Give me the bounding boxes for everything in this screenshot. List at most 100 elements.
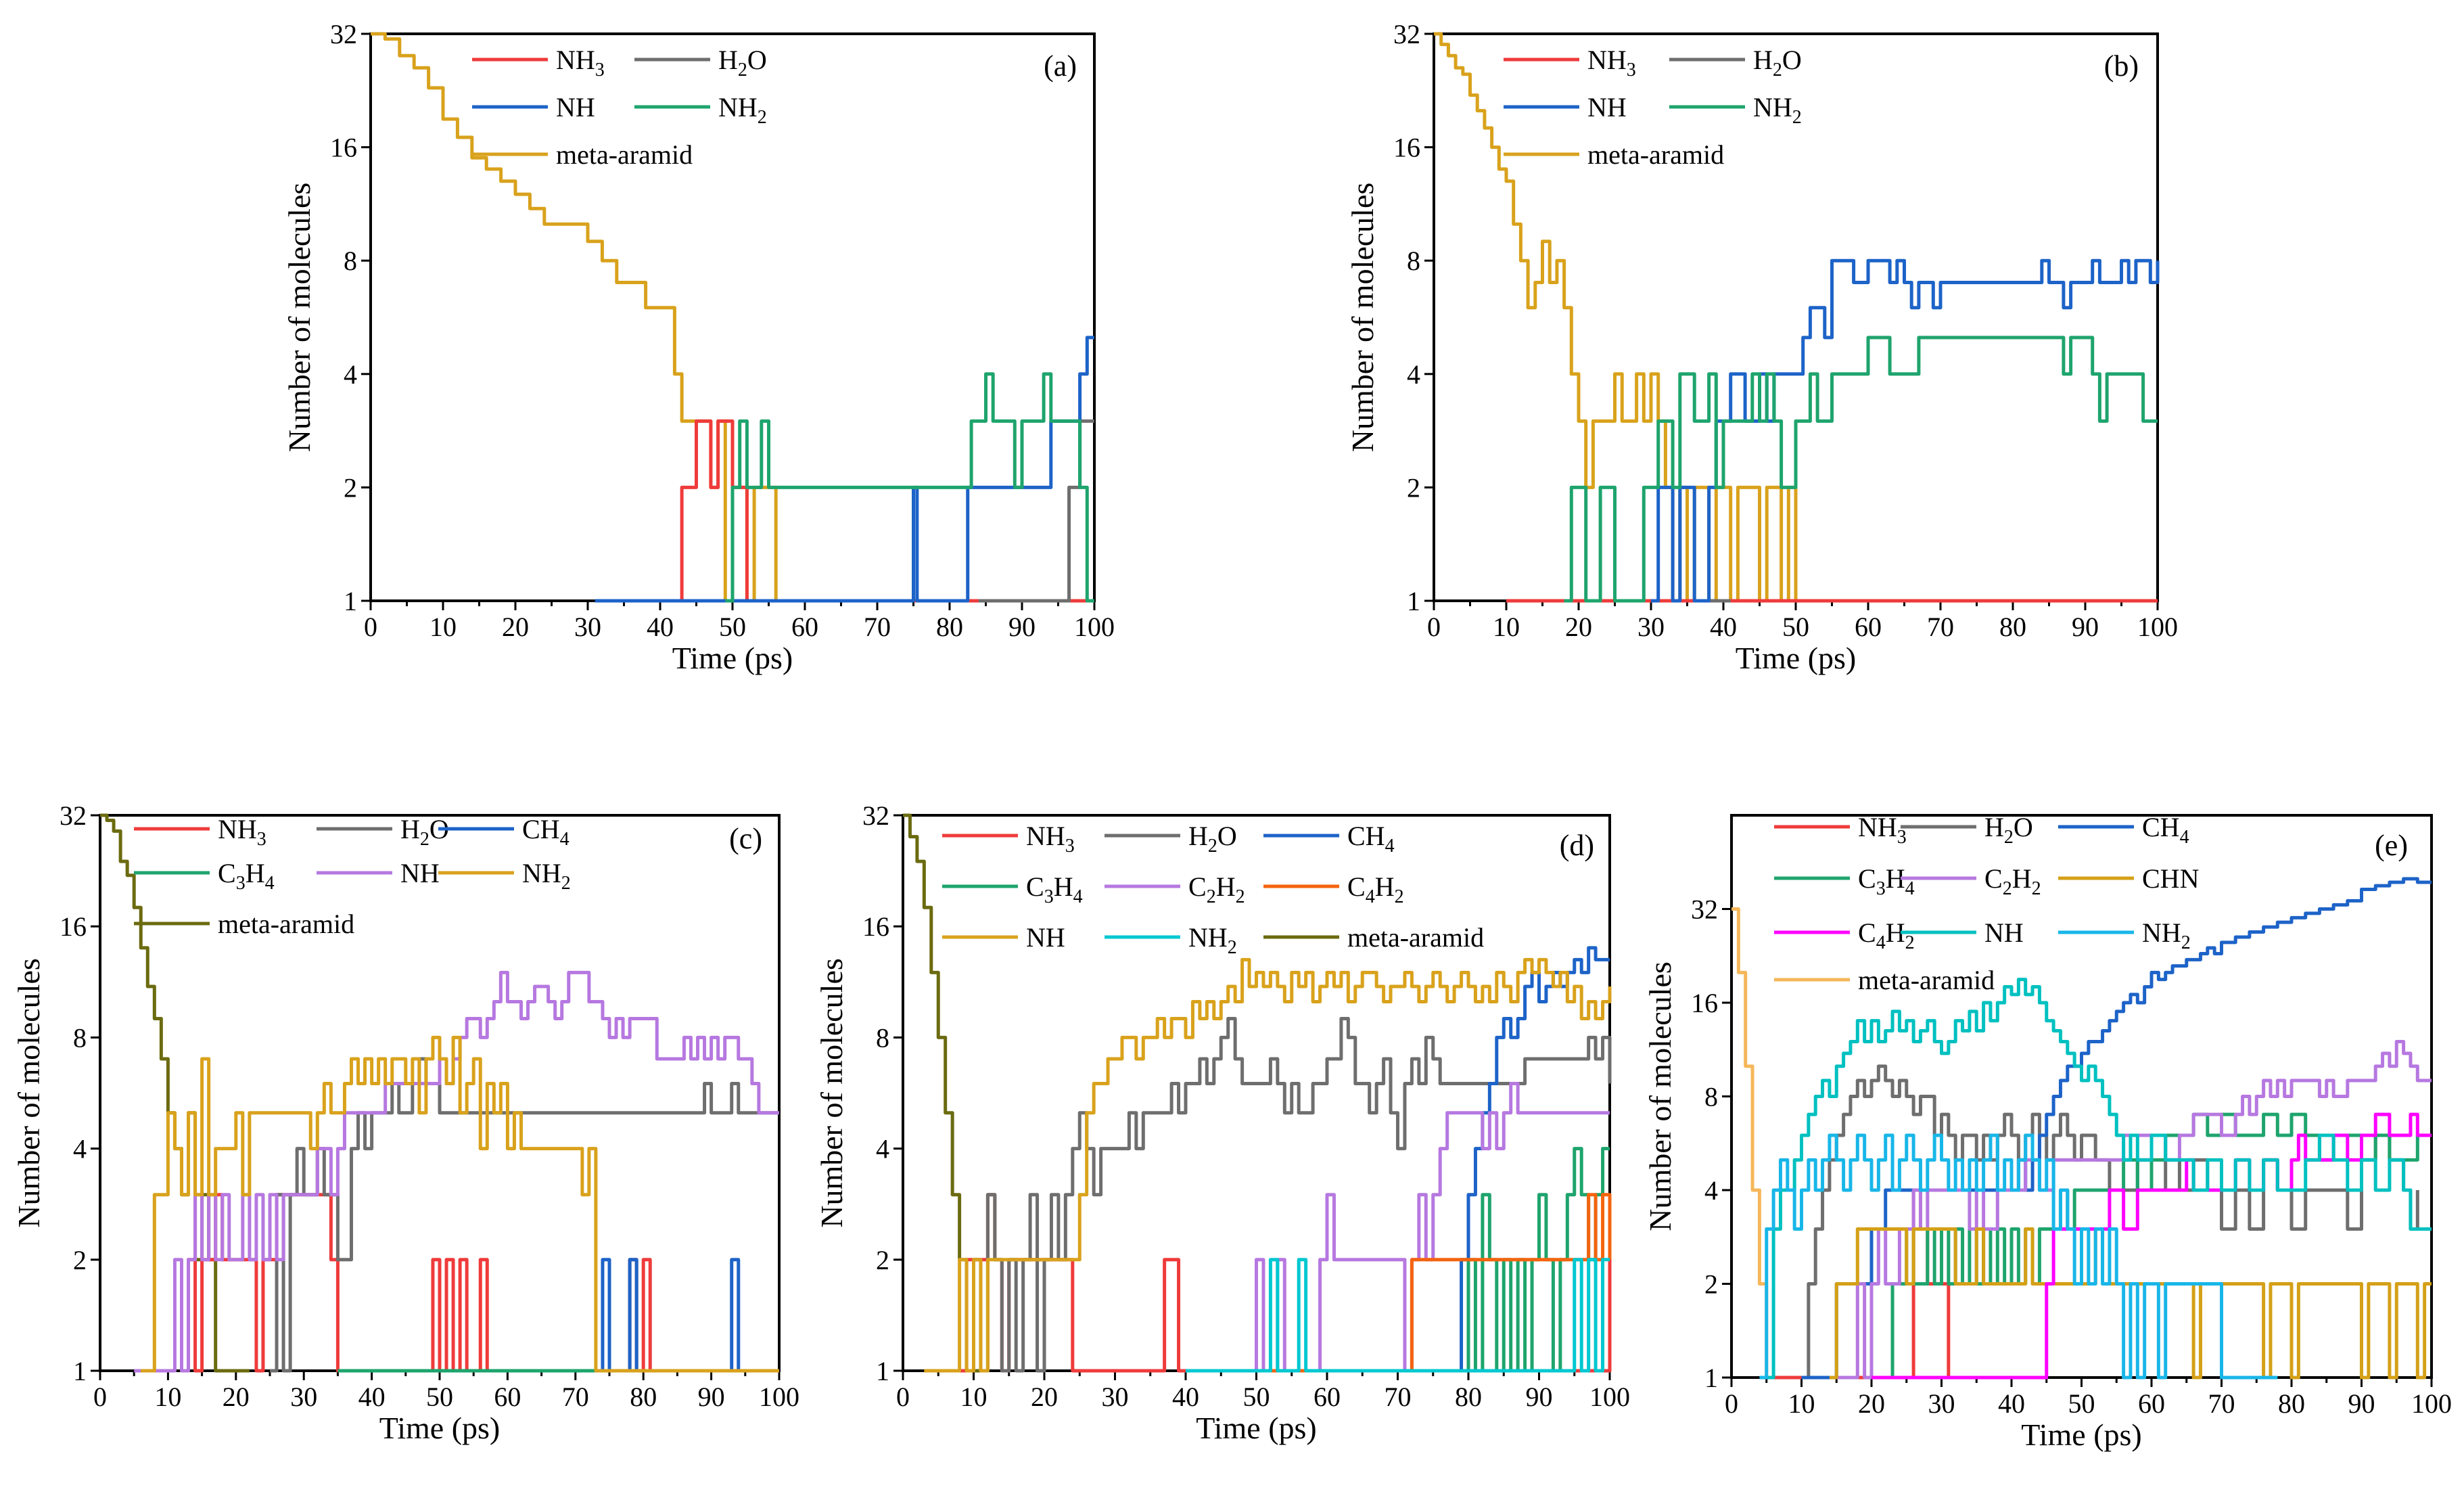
x-tick-label: 10 bbox=[429, 612, 457, 642]
y-axis-label: Number of molecules bbox=[282, 183, 317, 453]
x-tick-label: 100 bbox=[1589, 1382, 1630, 1412]
series-line-nh3 bbox=[674, 419, 1094, 603]
legend-label: H2O bbox=[1753, 45, 1802, 81]
x-axis-label: Time (ps) bbox=[2021, 1417, 2142, 1452]
legend-label: meta-aramid bbox=[1347, 922, 1484, 953]
series-line-c2h2 bbox=[1836, 1039, 2432, 1380]
x-tick-label: 0 bbox=[364, 612, 377, 642]
legend-label: NH bbox=[1587, 92, 1627, 122]
x-tick-label: 70 bbox=[864, 612, 891, 642]
legend-label: C3H4 bbox=[218, 858, 275, 894]
legend-label: NH3 bbox=[1587, 45, 1636, 81]
x-tick-label: 50 bbox=[426, 1382, 453, 1412]
y-tick-label: 2 bbox=[1704, 1269, 1718, 1300]
y-tick-label: 4 bbox=[344, 359, 357, 390]
y-tick-label: 16 bbox=[1691, 988, 1718, 1018]
panel-c: 0 10 20 30 40 50 60 70 80 90 100 1 2 4 8 16 32 Time (ps) N… bbox=[11, 800, 799, 1445]
x-tick-label: 30 bbox=[290, 1382, 317, 1412]
x-tick-label: 60 bbox=[791, 612, 818, 642]
x-tick-label: 80 bbox=[630, 1382, 657, 1412]
legend-label: NH3 bbox=[1026, 821, 1075, 857]
series-line-nh2 bbox=[141, 1035, 779, 1373]
x-tick-label: 40 bbox=[647, 612, 674, 642]
y-axis-label: Number of molecules bbox=[1345, 183, 1380, 453]
x-tick-label: 80 bbox=[2278, 1388, 2305, 1419]
x-tick-label: 30 bbox=[1102, 1382, 1129, 1412]
x-tick-label: 90 bbox=[2348, 1388, 2375, 1419]
legend-label: NH2 bbox=[1753, 92, 1802, 128]
y-tick-label: 4 bbox=[876, 1134, 889, 1164]
panel-b: 0 10 20 30 40 50 60 70 80 90 100 1 2 4 8 16 32 Time (ps) N… bbox=[1345, 19, 2178, 675]
y-tick-label: 16 bbox=[330, 133, 357, 163]
legend-label: CH4 bbox=[1347, 821, 1395, 857]
x-tick-label: 20 bbox=[1031, 1382, 1058, 1412]
x-tick-label: 100 bbox=[1074, 612, 1115, 642]
x-tick-label: 60 bbox=[494, 1382, 521, 1412]
legend-label: meta-aramid bbox=[1858, 965, 1995, 995]
panel-label: (b) bbox=[2104, 49, 2139, 83]
x-tick-label: 50 bbox=[1782, 612, 1809, 642]
legend-label: NH2 bbox=[718, 92, 767, 128]
y-tick-label: 8 bbox=[1407, 246, 1420, 276]
y-tick-label: 32 bbox=[60, 800, 87, 831]
y-tick-label: 1 bbox=[344, 586, 357, 616]
y-tick-label: 1 bbox=[73, 1356, 87, 1386]
x-tick-label: 40 bbox=[1710, 612, 1737, 642]
y-tick-label: 32 bbox=[1393, 19, 1420, 49]
y-axis-label: Number of molecules bbox=[814, 958, 849, 1228]
y-tick-label: 8 bbox=[876, 1022, 889, 1053]
panel-label: (c) bbox=[729, 822, 762, 855]
y-tick-label: 32 bbox=[330, 19, 357, 49]
x-tick-label: 40 bbox=[358, 1382, 386, 1412]
x-tick-label: 100 bbox=[2137, 612, 2178, 642]
series-line-nh bbox=[1766, 978, 2432, 1380]
y-tick-label: 2 bbox=[73, 1245, 87, 1275]
x-tick-label: 40 bbox=[1172, 1382, 1199, 1412]
y-tick-label: 8 bbox=[1704, 1082, 1718, 1112]
y-tick-label: 4 bbox=[1407, 359, 1420, 390]
x-tick-label: 100 bbox=[759, 1382, 799, 1412]
legend-label: NH3 bbox=[218, 814, 266, 850]
x-tick-label: 20 bbox=[1565, 612, 1592, 642]
y-tick-label: 1 bbox=[1407, 586, 1420, 616]
legend-label: NH2 bbox=[2142, 917, 2191, 953]
legend-label: NH3 bbox=[1858, 812, 1907, 848]
x-tick-label: 60 bbox=[1314, 1382, 1341, 1412]
x-tick-label: 0 bbox=[93, 1382, 107, 1412]
series-line-ch4 bbox=[1801, 877, 2432, 1380]
series-line-ch4 bbox=[595, 1258, 779, 1373]
y-tick-label: 16 bbox=[862, 911, 889, 942]
x-tick-label: 0 bbox=[896, 1382, 910, 1412]
legend-label: CH4 bbox=[522, 814, 569, 850]
panel-label: (e) bbox=[2375, 829, 2408, 862]
series-line-c2h2 bbox=[1249, 1082, 1610, 1373]
series-line-nh2 bbox=[1759, 1133, 2278, 1380]
x-tick-label: 90 bbox=[1008, 612, 1036, 642]
legend-label: C4H2 bbox=[1858, 917, 1915, 953]
series-line-h2o bbox=[978, 419, 1094, 603]
x-tick-label: 90 bbox=[2072, 612, 2099, 642]
series-line-nh bbox=[1651, 258, 2160, 603]
y-tick-label: 2 bbox=[876, 1245, 889, 1275]
series-line-nh2 bbox=[1564, 336, 2158, 603]
series-line-h2o bbox=[270, 1057, 779, 1373]
x-tick-label: 80 bbox=[936, 612, 963, 642]
x-axis-label: Time (ps) bbox=[672, 641, 793, 675]
y-tick-label: 16 bbox=[60, 911, 87, 942]
y-tick-label: 8 bbox=[73, 1022, 87, 1053]
legend-label: C2H2 bbox=[1188, 871, 1245, 907]
y-tick-label: 8 bbox=[344, 246, 357, 276]
legend-label: C3H4 bbox=[1026, 871, 1083, 907]
legend-label: C4H2 bbox=[1347, 871, 1404, 907]
series-line-meta-aramid bbox=[1434, 32, 1868, 603]
x-tick-label: 60 bbox=[2138, 1388, 2165, 1419]
legend-label: NH bbox=[1984, 917, 2024, 948]
legend-label: H2O bbox=[400, 814, 449, 850]
y-tick-label: 2 bbox=[344, 472, 357, 503]
legend-label: meta-aramid bbox=[218, 909, 354, 939]
x-tick-label: 90 bbox=[698, 1382, 725, 1412]
legend-label: meta-aramid bbox=[556, 139, 693, 170]
x-tick-label: 60 bbox=[1855, 612, 1882, 642]
x-tick-label: 20 bbox=[502, 612, 529, 642]
x-tick-label: 10 bbox=[1493, 612, 1520, 642]
